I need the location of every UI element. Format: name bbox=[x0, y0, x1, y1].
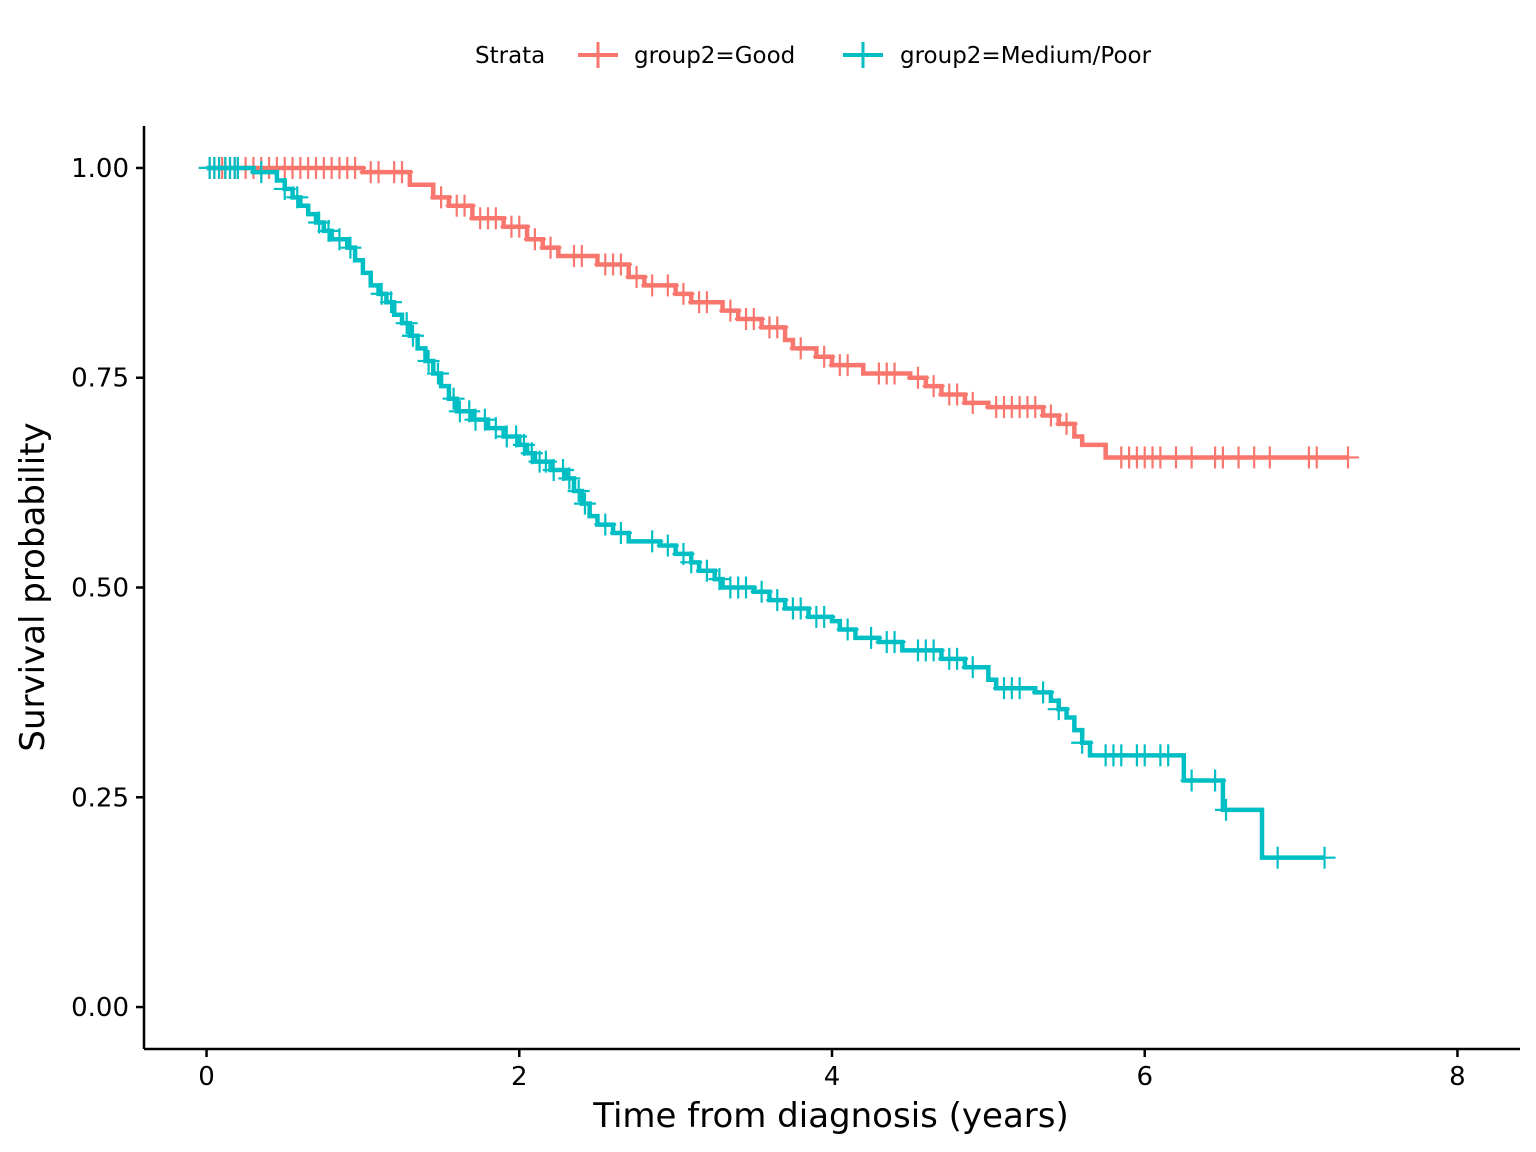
y-tick-label: 0.50 bbox=[71, 574, 129, 604]
legend-label-good: group2=Good bbox=[634, 43, 795, 69]
x-tick-label: 0 bbox=[198, 1062, 215, 1092]
y-tick-label: 1.00 bbox=[71, 154, 129, 184]
x-tick-label: 4 bbox=[824, 1062, 841, 1092]
legend-title: Strata bbox=[475, 43, 545, 69]
x-tick-label: 8 bbox=[1449, 1062, 1466, 1092]
x-tick-label: 6 bbox=[1136, 1062, 1153, 1092]
x-axis-title: Time from diagnosis (years) bbox=[592, 1096, 1069, 1136]
x-tick-label: 2 bbox=[511, 1062, 528, 1092]
y-tick-label: 0.75 bbox=[71, 364, 129, 394]
y-tick-label: 0.25 bbox=[71, 783, 129, 813]
y-ticks: 0.00 0.25 0.50 0.75 1.00 bbox=[71, 154, 144, 1023]
legend-label-medium-poor: group2=Medium/Poor bbox=[900, 43, 1152, 69]
series-line-medium-poor bbox=[206, 165, 1325, 860]
x-ticks: 0 2 4 6 8 bbox=[198, 1049, 1466, 1092]
legend: Strata group2=Good group2=Medium/Poor bbox=[475, 42, 1152, 69]
y-tick-label: 0.00 bbox=[71, 993, 129, 1023]
series-line-good bbox=[206, 165, 1348, 460]
y-axis-title: Survival probability bbox=[13, 422, 53, 751]
series-layer bbox=[198, 156, 1359, 869]
